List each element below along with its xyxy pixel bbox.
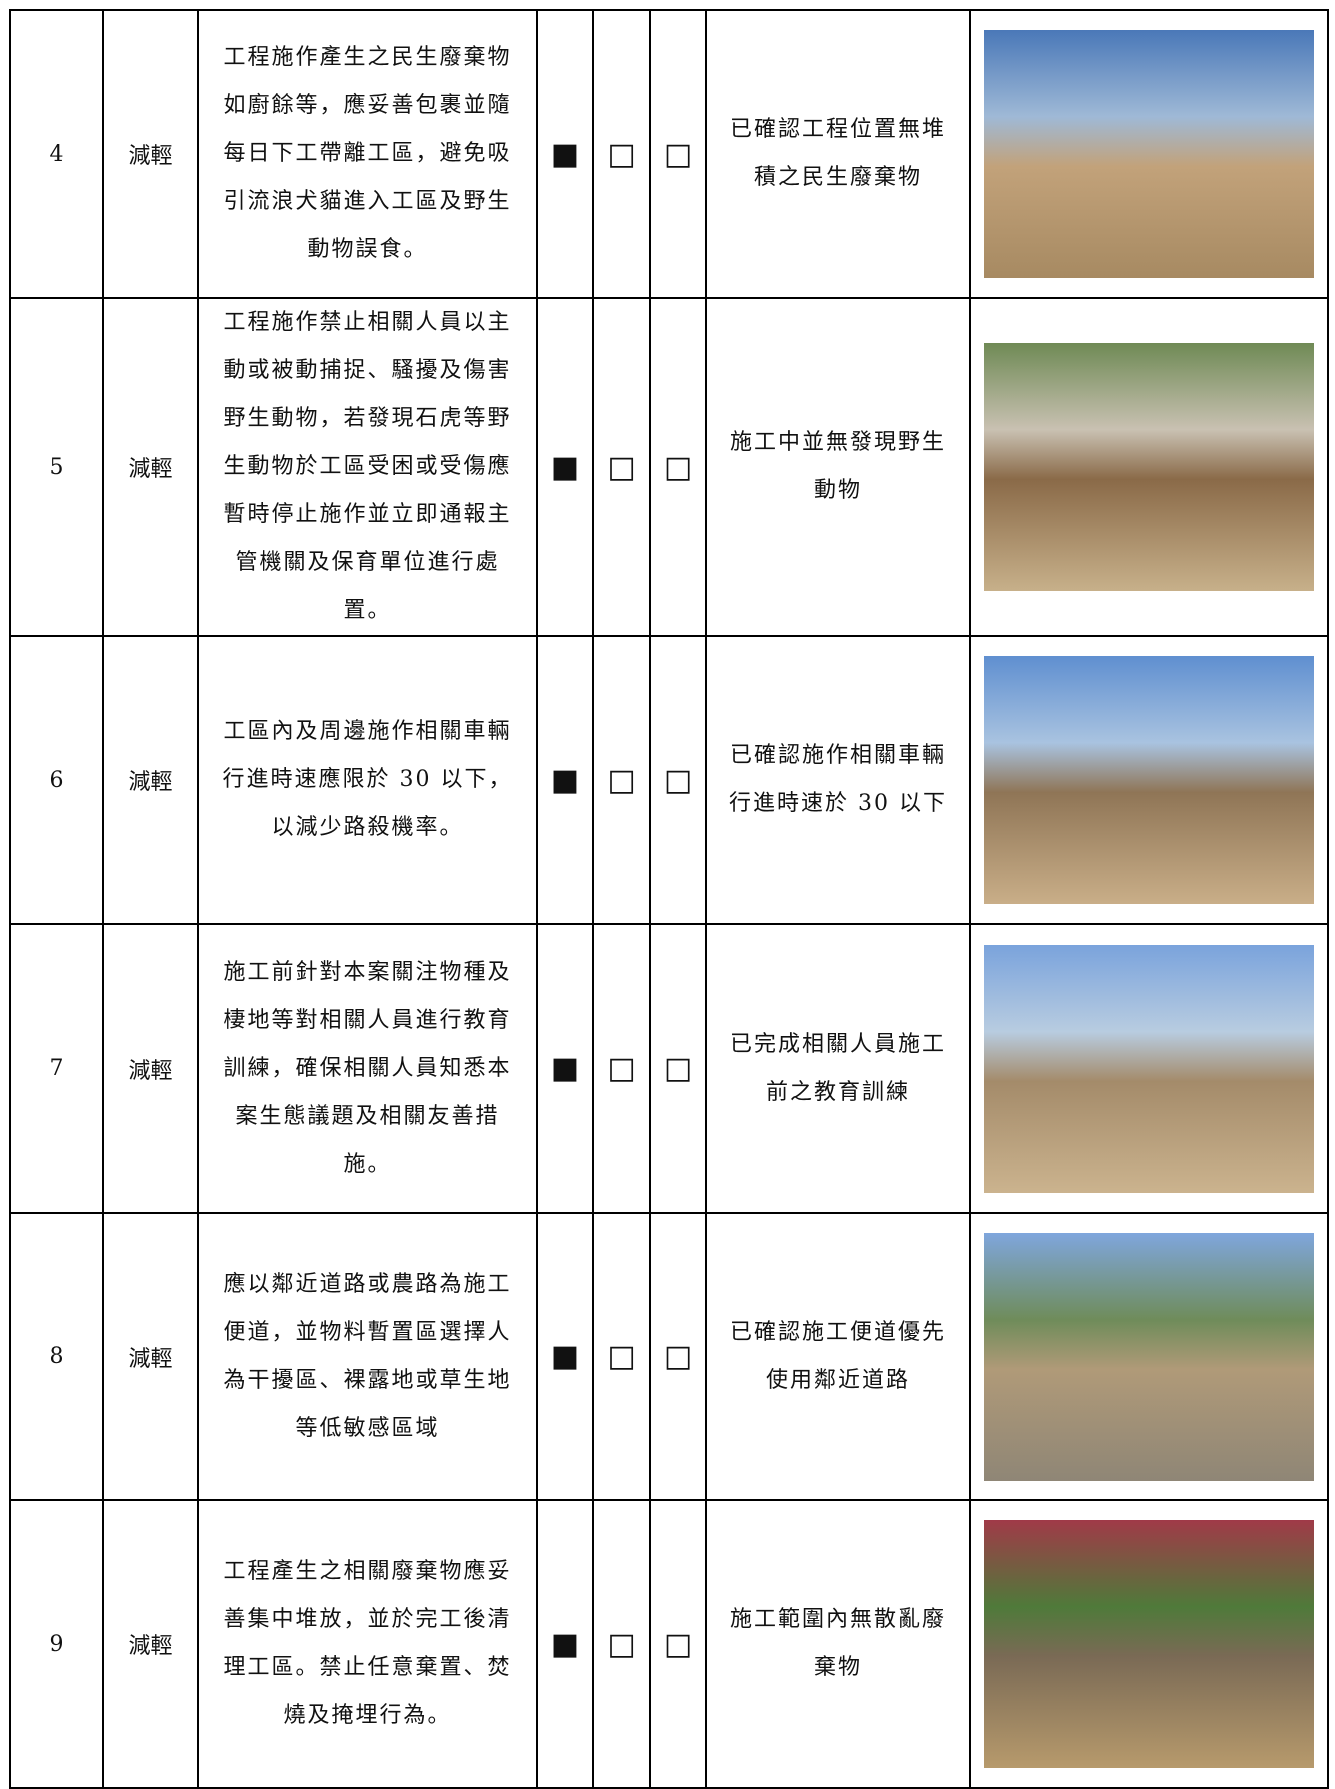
result-text: 施工範圍內無散亂廢棄物 <box>705 1499 971 1789</box>
site-photo <box>984 30 1314 278</box>
measure-type: 減輕 <box>102 923 199 1214</box>
measure-text: 施工前針對本案關注物種及棲地等對相關人員進行教育訓練，確保相關人員知悉本案生態議… <box>197 923 538 1214</box>
photo-cell <box>969 635 1329 925</box>
result-text: 已確認施工便道優先使用鄰近道路 <box>705 1212 971 1501</box>
measure-text: 工程施作產生之民生廢棄物如廚餘等，應妥善包裹並隨每日下工帶離工區，避免吸引流浪犬… <box>197 9 538 299</box>
checkbox: □ <box>592 1499 651 1789</box>
photo-cell <box>969 1212 1329 1501</box>
table-row: 8 減輕 應以鄰近道路或農路為施工便道，並物料暫置區選擇人為干擾區、裸露地或草生地等… <box>9 1212 1329 1501</box>
photo-cell <box>969 297 1329 637</box>
checkbox: □ <box>649 923 707 1214</box>
table-row: 9 減輕 工程產生之相關廢棄物應妥善集中堆放，並於完工後清理工區。禁止任意棄置、焚燒… <box>9 1499 1329 1789</box>
table-row: 7 減輕 施工前針對本案關注物種及棲地等對相關人員進行教育訓練，確保相關人員知悉本案… <box>9 923 1329 1214</box>
checkbox: □ <box>649 9 707 299</box>
checkbox: ■ <box>536 297 594 637</box>
checkbox: ■ <box>536 923 594 1214</box>
checkbox: □ <box>592 923 651 1214</box>
measure-type: 減輕 <box>102 635 199 925</box>
checkbox: □ <box>649 1212 707 1501</box>
table-row: 4 減輕 工程施作產生之民生廢棄物如廚餘等，應妥善包裹並隨每日下工帶離工區，避免吸引… <box>9 9 1329 299</box>
checkbox: □ <box>649 1499 707 1789</box>
measure-text: 應以鄰近道路或農路為施工便道，並物料暫置區選擇人為干擾區、裸露地或草生地等低敏感… <box>197 1212 538 1501</box>
row-number: 9 <box>9 1499 104 1789</box>
row-number: 6 <box>9 635 104 925</box>
result-text: 已完成相關人員施工前之教育訓練 <box>705 923 971 1214</box>
result-text: 已確認工程位置無堆積之民生廢棄物 <box>705 9 971 299</box>
site-photo <box>984 656 1314 904</box>
checkbox: ■ <box>536 635 594 925</box>
measure-type: 減輕 <box>102 1212 199 1501</box>
checkbox: ■ <box>536 9 594 299</box>
site-photo <box>984 1232 1314 1481</box>
measure-text: 工區內及周邊施作相關車輛行進時速應限於 30 以下，以減少路殺機率。 <box>197 635 538 925</box>
measure-type: 減輕 <box>102 297 199 637</box>
checkbox: □ <box>649 297 707 637</box>
checkbox: □ <box>592 1212 651 1501</box>
site-photo <box>984 1520 1314 1768</box>
site-photo <box>984 944 1314 1193</box>
row-number: 5 <box>9 297 104 637</box>
photo-cell <box>969 9 1329 299</box>
row-number: 7 <box>9 923 104 1214</box>
checkbox: □ <box>592 635 651 925</box>
photo-cell <box>969 1499 1329 1789</box>
measure-text: 工程產生之相關廢棄物應妥善集中堆放，並於完工後清理工區。禁止任意棄置、焚燒及掩埋… <box>197 1499 538 1789</box>
measure-type: 減輕 <box>102 9 199 299</box>
checkbox: ■ <box>536 1212 594 1501</box>
row-number: 4 <box>9 9 104 299</box>
checkbox: □ <box>592 297 651 637</box>
checkbox: □ <box>592 9 651 299</box>
checkbox: □ <box>649 635 707 925</box>
measure-text: 工程施作禁止相關人員以主動或被動捕捉、騷擾及傷害野生動物，若發現石虎等野生動物於… <box>197 297 538 637</box>
result-text: 施工中並無發現野生動物 <box>705 297 971 637</box>
site-photo <box>984 343 1314 591</box>
table-row: 6 減輕 工區內及周邊施作相關車輛行進時速應限於 30 以下，以減少路殺機率。 ■ □ □… <box>9 635 1329 925</box>
photo-cell <box>969 923 1329 1214</box>
checklist-table: 4 減輕 工程施作產生之民生廢棄物如廚餘等，應妥善包裹並隨每日下工帶離工區，避免吸引… <box>9 9 1329 1789</box>
row-number: 8 <box>9 1212 104 1501</box>
measure-type: 減輕 <box>102 1499 199 1789</box>
table-row: 5 減輕 工程施作禁止相關人員以主動或被動捕捉、騷擾及傷害野生動物，若發現石虎等野生… <box>9 297 1329 637</box>
result-text: 已確認施作相關車輛行進時速於 30 以下 <box>705 635 971 925</box>
checkbox: ■ <box>536 1499 594 1789</box>
table-body: 4 減輕 工程施作產生之民生廢棄物如廚餘等，應妥善包裹並隨每日下工帶離工區，避免吸引… <box>9 9 1329 1789</box>
